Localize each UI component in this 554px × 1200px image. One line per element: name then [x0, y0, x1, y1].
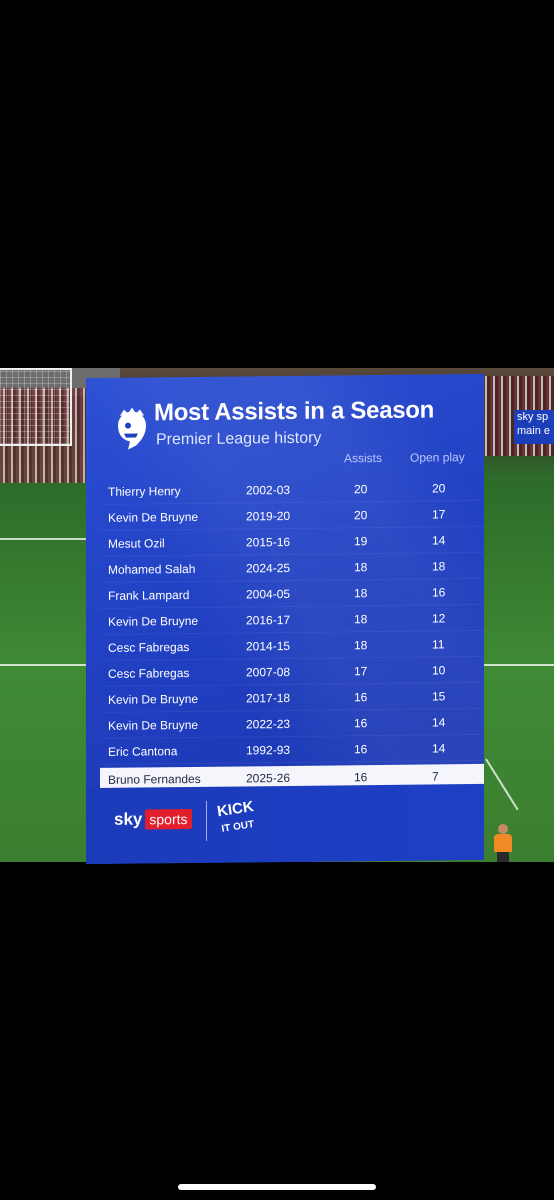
pitch-line	[0, 538, 90, 540]
season: 2025-26	[246, 770, 291, 786]
assists-value: 16	[354, 770, 368, 785]
player-name: Mohamed Salah	[108, 561, 196, 577]
table-row: Kevin De Bruyne 2016-17 18 12	[100, 605, 484, 635]
player-name: Cesc Fabregas	[108, 640, 190, 655]
open-play-value: 14	[432, 741, 446, 756]
table-row: Kevin De Bruyne 2017-18 16 15	[100, 683, 484, 713]
table-row: Thierry Henry 2002-03 20 20	[100, 475, 484, 505]
premier-league-lion-icon	[118, 407, 146, 450]
season: 2019-20	[246, 508, 291, 524]
steward-figure	[494, 824, 512, 862]
assists-value: 18	[354, 586, 368, 601]
table-row: Mohamed Salah 2024-25 18 18	[100, 553, 484, 583]
open-play-value: 11	[432, 637, 445, 652]
season: 1992-93	[246, 742, 291, 758]
open-play-value: 18	[432, 559, 446, 574]
open-play-value: 20	[432, 481, 446, 496]
player-name: Kevin De Bruyne	[108, 613, 199, 629]
assists-value: 17	[354, 664, 368, 679]
open-play-value: 14	[432, 715, 446, 730]
stats-graphic: Most Assists in a Season Premier League …	[86, 373, 484, 865]
player-name: Mesut Ozil	[108, 536, 165, 551]
sky-logo-text: sky	[114, 809, 143, 829]
open-play-value: 14	[432, 533, 446, 548]
assists-value: 20	[354, 508, 368, 523]
column-header-assists: Assists	[344, 450, 383, 466]
player-name: Cesc Fabregas	[108, 666, 190, 681]
open-play-value: 15	[432, 689, 446, 704]
column-header-open-play: Open play	[410, 450, 465, 465]
sports-logo-text: sports	[145, 808, 192, 830]
table-row: Kevin De Bruyne 2022-23 16 14	[100, 709, 484, 739]
sky-sports-logo: sky sports	[114, 807, 192, 832]
stand-left	[0, 388, 95, 483]
open-play-value: 17	[432, 507, 446, 522]
table-row: Eric Cantona 1992-93 16 14	[100, 735, 484, 765]
footer-divider	[206, 800, 207, 841]
graphic-title: Most Assists in a Season	[154, 396, 435, 427]
player-name: Bruno Fernandes	[108, 771, 201, 787]
home-indicator[interactable]	[178, 1184, 376, 1190]
season: 2017-18	[246, 690, 291, 706]
assists-value: 20	[354, 482, 368, 497]
player-name: Thierry Henry	[108, 484, 181, 499]
season: 2014-15	[246, 638, 291, 654]
table-row: Cesc Fabregas 2007-08 17 10	[100, 657, 484, 687]
assists-value: 19	[354, 534, 368, 549]
season: 2022-23	[246, 716, 291, 732]
assists-value: 18	[354, 612, 368, 627]
season: 2016-17	[246, 612, 291, 628]
assists-value: 18	[354, 638, 368, 653]
graphic-subtitle: Premier League history	[156, 429, 322, 449]
open-play-value: 10	[432, 663, 446, 678]
player-name: Kevin De Bruyne	[108, 691, 199, 707]
season: 2015-16	[246, 534, 291, 550]
sky-board-line2: main e	[517, 425, 551, 437]
table-row: Frank Lampard 2004-05 18 16	[100, 579, 484, 609]
season: 2004-05	[246, 586, 291, 602]
season: 2007-08	[246, 664, 291, 680]
open-play-value: 12	[432, 611, 446, 626]
table-row: Cesc Fabregas 2014-15 18 11	[100, 631, 484, 661]
season: 2024-25	[246, 560, 291, 576]
player-name: Kevin De Bruyne	[108, 717, 199, 733]
open-play-value: 7	[432, 769, 439, 784]
assists-value: 16	[354, 716, 368, 731]
assists-value: 18	[354, 560, 368, 575]
table-row: Kevin De Bruyne 2019-20 20 17	[100, 501, 484, 531]
table-row: Mesut Ozil 2015-16 19 14	[100, 527, 484, 557]
graphic-footer: sky sports KICK IT OUT	[86, 783, 484, 865]
sky-board: sky sp main e	[514, 410, 554, 444]
goal-net	[0, 368, 72, 446]
player-name: Kevin De Bruyne	[108, 509, 199, 525]
kick-it-out-logo: KICK IT OUT	[215, 798, 258, 843]
season: 2002-03	[246, 482, 291, 498]
player-name: Eric Cantona	[108, 744, 178, 759]
sky-board-line1: sky sp	[517, 411, 549, 423]
assists-value: 16	[354, 690, 368, 705]
pitch-line	[485, 758, 519, 811]
open-play-value: 16	[432, 585, 446, 600]
player-name: Frank Lampard	[108, 588, 190, 603]
assists-value: 16	[354, 742, 368, 757]
